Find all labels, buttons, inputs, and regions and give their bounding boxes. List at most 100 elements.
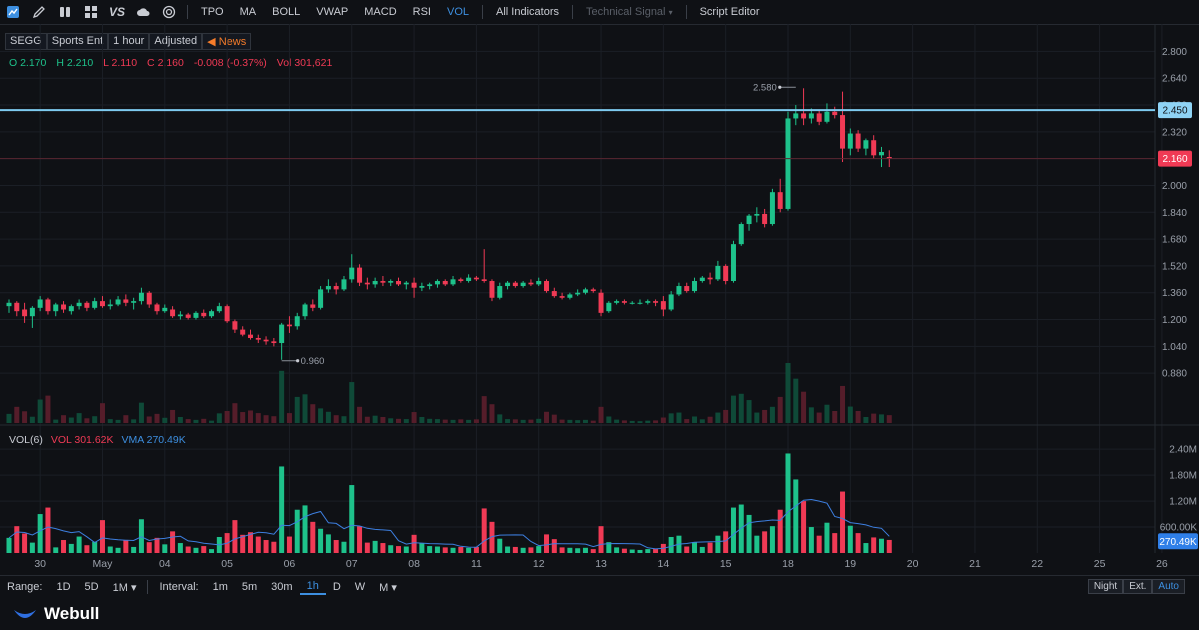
volume-bar [715, 535, 721, 553]
interval-d[interactable]: D [332, 581, 341, 593]
compare-icon[interactable] [52, 0, 78, 24]
overlay-volume-bar [528, 419, 534, 423]
candle-body [777, 192, 783, 209]
overlay-volume-bar [294, 396, 300, 423]
script-editor-button[interactable]: Script Editor [699, 6, 760, 18]
vwap-button[interactable]: VWAP [316, 6, 349, 18]
candle-body [676, 286, 682, 295]
vol-button[interactable]: VOL [447, 6, 470, 18]
last-price-label: 2.160 [1162, 154, 1187, 165]
vs-icon[interactable]: VS [108, 5, 125, 19]
volume-bar [396, 546, 401, 553]
overlay-volume-bar [92, 416, 98, 423]
interval-m[interactable]: M ▾ [379, 581, 397, 594]
interval-w[interactable]: W [354, 581, 366, 593]
target-icon[interactable] [156, 0, 182, 24]
rsi-button[interactable]: RSI [412, 6, 431, 18]
volume-bar [380, 543, 386, 553]
macd-button[interactable]: MACD [364, 6, 397, 18]
chart-icon[interactable] [0, 0, 26, 24]
range-1m[interactable]: 1M ▾ [112, 581, 137, 594]
volume-bar [458, 546, 464, 553]
session-ext[interactable]: Ext. [1123, 579, 1153, 594]
candle-body [255, 337, 261, 340]
overlay-volume-bar [762, 409, 768, 423]
candle-body [294, 316, 300, 327]
candle-body [567, 294, 573, 298]
interval-5m[interactable]: 5m [241, 581, 258, 593]
overlay-volume-bar [559, 419, 565, 423]
candle-body [481, 279, 487, 282]
overlay-volume-bar [255, 413, 261, 423]
overlay-volume-bar [598, 406, 604, 423]
volume-bar [403, 546, 409, 553]
chart-grid [0, 24, 1163, 553]
boll-button[interactable]: BOLL [272, 6, 301, 18]
candle-body [886, 156, 892, 159]
technical-signal-button[interactable]: Technical Signal ▾ [578, 6, 681, 18]
overlay-volume-bar [871, 413, 877, 423]
candle-body [832, 111, 838, 116]
range-1d[interactable]: 1D [56, 581, 71, 593]
volume-bar [590, 549, 596, 553]
volume-bar [466, 547, 472, 553]
session-night[interactable]: Night [1087, 579, 1124, 594]
candle-body [590, 289, 596, 292]
volume-bar [76, 536, 82, 553]
candle-body [185, 314, 191, 318]
volume-bar [878, 538, 884, 553]
candle-body [302, 304, 308, 317]
overlay-volume-bar [364, 416, 370, 423]
candle-body [396, 281, 401, 285]
candle-body [170, 309, 176, 317]
overlay-volume-bar [84, 418, 90, 423]
range-5d[interactable]: 5D [84, 581, 99, 593]
horizontal-line-price-label: 2.450 [1162, 106, 1187, 117]
candle-body [614, 301, 620, 303]
all-indicators-button[interactable]: All Indicators [496, 6, 559, 18]
interval-chip[interactable]: 1 hour [108, 33, 150, 50]
overlay-volume-bar [247, 410, 253, 423]
volume-bar [637, 549, 643, 553]
change-readout: -0.008 (-0.37%) [193, 57, 267, 69]
volume-bar [886, 539, 892, 553]
candle-body [99, 301, 105, 307]
overlay-volume-bar [61, 415, 67, 423]
volume-bar [22, 533, 28, 553]
candle-body [6, 302, 12, 307]
volume-indicator-name[interactable]: VOL(6) [9, 434, 43, 446]
candle-body [131, 301, 137, 303]
overlay-volume-bar [730, 395, 736, 423]
overlay-volume-bar [551, 414, 557, 423]
cloud-icon[interactable] [130, 0, 156, 24]
interval-30m[interactable]: 30m [271, 581, 293, 593]
candle-body [816, 113, 822, 122]
overlay-volume-bar [746, 400, 752, 423]
adjusted-chip[interactable]: Adjusted [149, 33, 203, 50]
price-volume-chart[interactable]: 2.8002.6402.4802.3202.1602.0001.8401.680… [0, 24, 1199, 575]
candle-body [692, 281, 698, 292]
layout-icon[interactable] [78, 0, 104, 24]
candle-body [14, 302, 20, 312]
volume-bar [302, 505, 308, 553]
overlay-volume-bar [68, 417, 74, 423]
candle-body [660, 301, 666, 310]
overlay-volume-bar [310, 404, 316, 423]
overlay-volume-bar [497, 414, 503, 423]
volume-bar [832, 533, 838, 553]
volume-bar [801, 501, 807, 553]
ma-button[interactable]: MA [239, 6, 257, 18]
overlay-volume-bar [801, 391, 807, 423]
axis-tick-labels: 2.8002.6402.4802.3202.1602.0001.8401.680… [34, 47, 1197, 570]
interval-1m[interactable]: 1m [212, 581, 228, 593]
candle-body [840, 115, 846, 149]
session-auto[interactable]: Auto [1152, 579, 1185, 594]
ticker-chip[interactable]: SEGG [5, 33, 47, 50]
overlay-volume-bar [216, 413, 222, 423]
interval-1h[interactable]: 1h [299, 580, 326, 595]
volume-bar [333, 540, 339, 553]
close-readout: C 2.160 [147, 57, 184, 69]
pencil-icon[interactable] [26, 0, 52, 24]
candle-body [411, 282, 417, 288]
tpo-button[interactable]: TPO [201, 6, 224, 18]
